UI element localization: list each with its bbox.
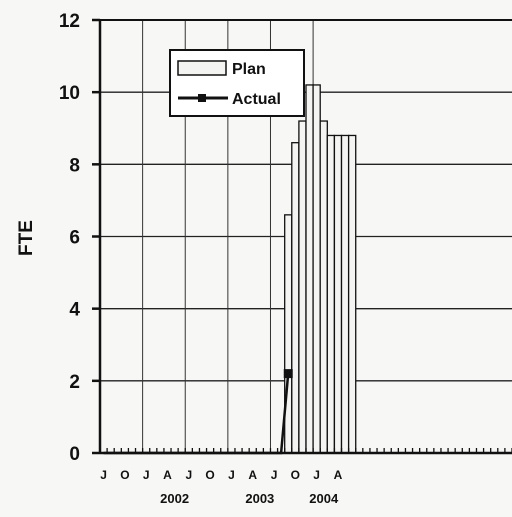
y-tick-label: 6 (69, 228, 80, 249)
legend: Plan Actual (169, 49, 305, 117)
y-tick-label: 2 (69, 372, 80, 393)
x-tick-label: J (185, 468, 192, 482)
x-tick-label: J (271, 468, 278, 482)
y-tick-label: 0 (69, 444, 80, 465)
year-label: 2004 (309, 491, 339, 506)
year-labels: 2002 2003 2004 (160, 491, 339, 506)
legend-plan-swatch (177, 60, 227, 76)
plan-bar (347, 134, 357, 454)
plan-bar (305, 84, 314, 454)
year-label: 2003 (245, 491, 274, 506)
plan-bar (291, 142, 300, 454)
y-tick-label: 12 (59, 11, 80, 32)
legend-plan-label: Plan (232, 61, 266, 78)
x-tick-label: J (313, 468, 320, 482)
plan-bar (298, 120, 307, 454)
x-tick-label: O (120, 468, 129, 482)
x-tick-label: J (100, 468, 107, 482)
x-tick-label: A (334, 468, 343, 482)
x-tick-label: A (248, 468, 257, 482)
x-tick-label: J (228, 468, 235, 482)
y-tick-label: 4 (69, 300, 80, 321)
plan-bar (326, 134, 336, 454)
plan-bar (284, 214, 293, 454)
y-tick-label: 10 (59, 83, 80, 104)
legend-actual-label: Actual (232, 91, 281, 108)
x-tick-label: O (291, 468, 300, 482)
actual-point (283, 369, 293, 379)
y-axis-title: FTE (16, 220, 37, 256)
year-label: 2002 (160, 491, 189, 506)
legend-actual-marker (198, 94, 206, 102)
plan-bar (340, 134, 350, 454)
plan-bar (319, 120, 328, 454)
x-tick-label: O (205, 468, 214, 482)
y-tick-label: 8 (69, 155, 80, 176)
plan-bar (312, 84, 321, 454)
y-tick-labels: 0 2 4 6 8 10 12 (59, 11, 81, 465)
plan-bar (333, 134, 343, 454)
x-tick-label: J (143, 468, 150, 482)
axes-layer (92, 18, 512, 455)
x-tick-label: A (163, 468, 172, 482)
